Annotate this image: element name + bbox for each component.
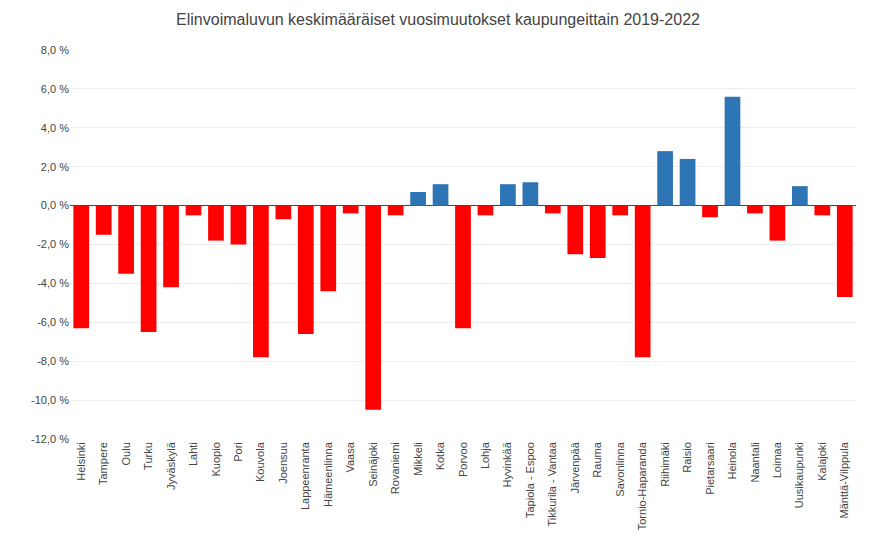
svg-text:Vaasa: Vaasa [344, 441, 356, 472]
svg-text:Loimaa: Loimaa [771, 441, 783, 478]
svg-text:-10,0 %: -10,0 % [31, 394, 69, 406]
svg-text:Kouvola: Kouvola [254, 441, 266, 482]
svg-text:Raisio: Raisio [681, 442, 693, 473]
svg-text:Järvenpää: Järvenpää [569, 441, 581, 493]
svg-text:Kalajoki: Kalajoki [816, 442, 828, 481]
svg-text:Joensuu: Joensuu [277, 442, 289, 484]
svg-text:Tapiola - Espoo: Tapiola - Espoo [524, 442, 536, 518]
svg-text:0,0 %: 0,0 % [41, 199, 69, 211]
svg-text:Heinola: Heinola [726, 441, 738, 479]
svg-text:Rauma: Rauma [591, 441, 603, 477]
svg-text:Helsinki: Helsinki [75, 442, 87, 481]
svg-text:-2,0 %: -2,0 % [37, 238, 69, 250]
svg-text:4,0 %: 4,0 % [41, 122, 69, 134]
svg-text:-6,0 %: -6,0 % [37, 316, 69, 328]
svg-text:2,0 %: 2,0 % [41, 161, 69, 173]
svg-text:Porvoo: Porvoo [457, 442, 469, 477]
svg-text:Hyvinkää: Hyvinkää [501, 441, 513, 487]
svg-text:Elinvoimaluvun keskimääräiset: Elinvoimaluvun keskimääräiset vuosimuuto… [176, 11, 700, 28]
svg-text:8,0 %: 8,0 % [41, 44, 69, 56]
svg-text:Lappeenranta: Lappeenranta [299, 441, 311, 510]
svg-text:Mänttä-Vilppula: Mänttä-Vilppula [838, 441, 850, 518]
svg-text:Riihimäki: Riihimäki [659, 442, 671, 487]
svg-text:Kotka: Kotka [434, 441, 446, 470]
svg-text:Rovaniemi: Rovaniemi [389, 442, 401, 494]
svg-text:Lohja: Lohja [479, 441, 491, 469]
svg-text:-8,0 %: -8,0 % [37, 355, 69, 367]
svg-text:Uusikaupunki: Uusikaupunki [793, 442, 805, 508]
svg-text:-4,0 %: -4,0 % [37, 277, 69, 289]
svg-text:6,0 %: 6,0 % [41, 83, 69, 95]
svg-text:Mikkeli: Mikkeli [412, 442, 424, 476]
svg-text:Tornio-Haparanda: Tornio-Haparanda [636, 441, 648, 530]
svg-text:Jyväskylä: Jyväskylä [165, 441, 177, 490]
svg-text:Tikkurila - Vantaa: Tikkurila - Vantaa [546, 441, 558, 526]
svg-text:Tampere: Tampere [97, 442, 109, 485]
svg-text:Hämeenlinna: Hämeenlinna [322, 441, 334, 507]
svg-text:-12,0 %: -12,0 % [31, 433, 69, 445]
svg-text:Seinäjoki: Seinäjoki [367, 442, 379, 487]
svg-text:Pori: Pori [232, 442, 244, 462]
svg-text:Lahti: Lahti [187, 442, 199, 466]
svg-text:Savonlinna: Savonlinna [614, 441, 626, 496]
svg-text:Turku: Turku [142, 442, 154, 470]
svg-text:Kuopio: Kuopio [210, 442, 222, 476]
svg-text:Naantali: Naantali [749, 442, 761, 482]
svg-text:Pietarsaari: Pietarsaari [704, 442, 716, 495]
svg-text:Oulu: Oulu [120, 442, 132, 465]
